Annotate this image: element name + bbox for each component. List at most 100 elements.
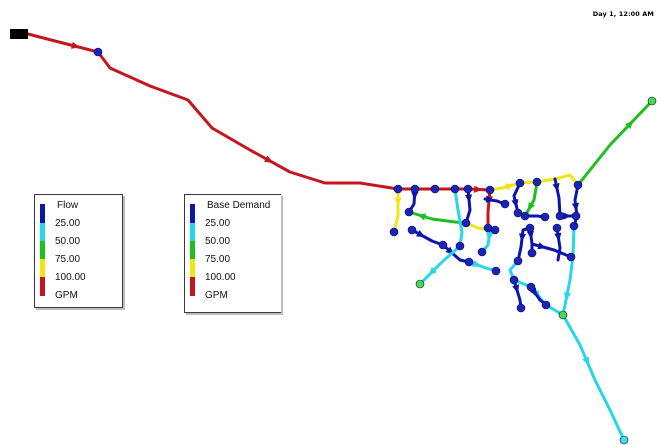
pipe-link[interactable] [26,32,100,54]
junction-node[interactable] [513,256,523,266]
demand-legend-break-0: 25.00 [205,218,231,229]
base-demand-legend[interactable]: Base Demand 25.00 50.00 75.00 100.00 GPM [184,194,281,313]
demand-legend-swatch-2 [190,241,195,259]
demand-legend-break-1: 50.00 [205,236,231,247]
pipe-link[interactable] [464,187,472,225]
pipe-link[interactable] [486,188,492,230]
demand-legend-break-3: 100.00 [205,272,236,283]
flow-direction-arrow [264,155,274,163]
flow-direction-arrow [486,232,494,242]
demand-legend-unit: GPM [205,290,228,301]
junction-node[interactable] [463,184,473,194]
pipe-link[interactable] [512,278,523,310]
junction-node[interactable] [520,211,530,221]
flow-direction-arrow [417,213,427,221]
junction-node[interactable] [516,303,526,313]
junction-node[interactable] [407,225,417,235]
junction-node[interactable] [410,184,420,194]
junction-node[interactable] [558,310,568,320]
base-demand-legend-title: Base Demand [207,200,271,211]
flow-direction-arrow [582,356,589,366]
junction-node[interactable] [93,47,103,57]
junction-node[interactable] [500,199,510,209]
flow-direction-arrow [464,194,473,204]
junction-node[interactable] [438,240,448,250]
junction-node[interactable] [464,257,474,267]
junction-node[interactable] [540,212,550,222]
junction-node[interactable] [415,279,425,289]
junction-node[interactable] [430,184,440,194]
junction-node[interactable] [477,247,487,257]
flow-direction-arrow [571,202,579,212]
junction-node[interactable] [619,435,629,445]
flow-direction-arrow [625,120,634,129]
flow-legend-break-3: 100.00 [55,272,86,283]
pipe-link[interactable] [523,180,539,218]
junction-node[interactable] [485,185,495,195]
pipe-link[interactable] [96,50,400,191]
junction-node[interactable] [527,248,537,258]
flow-direction-arrow [428,267,437,276]
junction-node[interactable] [566,252,576,262]
demand-legend-break-2: 75.00 [205,254,231,265]
demand-legend-swatch-4 [190,277,195,296]
flow-direction-arrow [411,191,419,201]
junction-node[interactable] [509,275,519,285]
junction-node[interactable] [571,211,581,221]
junction-node[interactable] [555,211,565,221]
flow-direction-arrow [526,230,534,240]
junction-node[interactable] [525,223,535,233]
flow-direction-arrow [554,232,562,242]
flow-legend-unit: GPM [55,290,78,301]
junction-node[interactable] [490,225,500,235]
junction-node[interactable] [404,207,414,217]
junction-node[interactable] [450,184,460,194]
pipe-link[interactable] [418,187,464,286]
flow-direction-arrow [474,185,483,193]
junction-node[interactable] [515,178,525,188]
reservoir-icon[interactable] [10,29,28,39]
flow-direction-arrow [505,183,515,191]
pipe-link[interactable] [561,313,626,442]
pipe-link[interactable] [512,181,522,215]
junction-node[interactable] [647,96,657,106]
demand-legend-swatch-1 [190,223,195,241]
pipe-link[interactable] [561,224,576,317]
flow-direction-arrow [70,41,80,49]
junction-nodes [93,47,657,445]
flow-legend-swatch-3 [40,259,45,277]
junction-node[interactable] [569,221,579,231]
pipe-link[interactable] [530,242,573,259]
junction-node[interactable] [393,184,403,194]
flow-direction-arrow [416,230,426,238]
simulation-time-label: Day 1, 12:00 AM [592,10,654,18]
junction-node[interactable] [461,218,471,228]
junction-node[interactable] [491,266,501,276]
flow-legend[interactable]: Flow 25.00 50.00 75.00 100.00 GPM [34,194,123,308]
flow-direction-arrow [552,183,560,193]
pipe-link[interactable] [392,187,400,234]
pipe-link[interactable] [410,228,445,247]
demand-legend-swatch-3 [190,259,195,277]
junction-node[interactable] [532,177,542,187]
flow-direction-arrow [511,198,519,209]
flow-legend-swatch-0 [40,204,45,223]
demand-legend-swatch-0 [190,204,195,223]
flow-legend-break-2: 75.00 [55,254,81,265]
junction-node[interactable] [526,282,536,292]
flow-direction-arrow [537,242,547,250]
junction-node[interactable] [573,180,583,190]
junction-node[interactable] [389,227,399,237]
flow-legend-break-1: 50.00 [55,236,81,247]
flow-direction-arrow [394,197,402,207]
junction-node[interactable] [455,241,465,251]
flow-direction-arrow [471,260,481,267]
pipe-link[interactable] [576,99,654,187]
junction-node[interactable] [552,223,562,233]
flow-direction-arrow [485,195,495,203]
flow-legend-swatch-4 [40,277,45,296]
flow-direction-arrow [529,287,538,297]
pipe-link[interactable] [555,226,562,262]
junction-node[interactable] [541,300,551,310]
